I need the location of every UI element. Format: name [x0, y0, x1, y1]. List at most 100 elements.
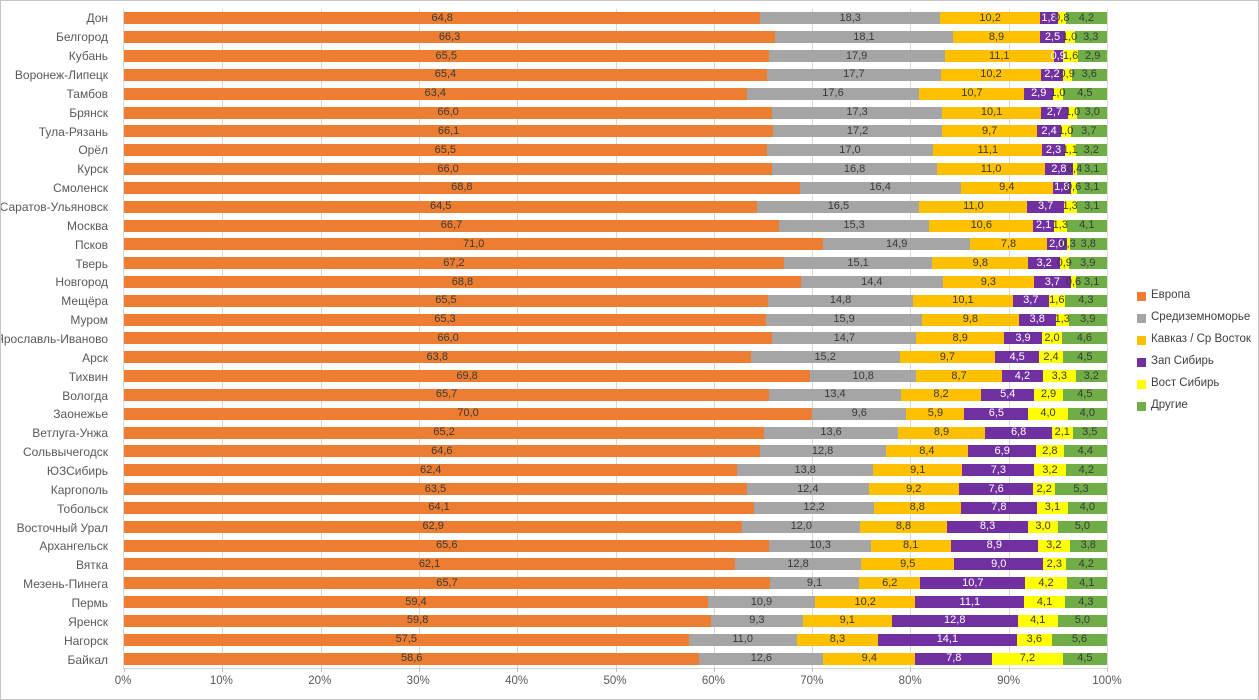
- segment-value-label: 18,1: [853, 30, 875, 43]
- segment-value-label: 8,8: [909, 501, 925, 514]
- segment-value-label: 9,8: [972, 256, 988, 269]
- bar-segment: 1,3: [1055, 313, 1070, 326]
- bar-segment: 66,0: [124, 162, 773, 176]
- bar-segment: 4,4: [1063, 445, 1107, 458]
- bar-segment: 3,2: [1034, 464, 1066, 477]
- bar-segment: 0,9: [1060, 68, 1075, 81]
- bar-segment: 1,3: [1052, 219, 1068, 232]
- bar-segment: 10,2: [940, 68, 1042, 81]
- segment-value-label: 1,8: [1041, 11, 1057, 24]
- segment-value-label: 12,6: [750, 652, 773, 665]
- bar-segment: 9,1: [873, 464, 963, 477]
- segment-value-label: 4,2: [1078, 11, 1094, 24]
- bar-segment: 71,0: [124, 238, 824, 251]
- segment-value-label: 68,8: [451, 275, 474, 288]
- bar-segment: 63,4: [124, 87, 747, 100]
- chart-row: 63,4 17,6 10,7 2,9 1,0 4,5: [124, 84, 1107, 103]
- segment-value-label: 12,8: [944, 614, 966, 627]
- bar-track: 65,7 9,1 6,2 10,7 4,2 4,1: [124, 577, 1107, 590]
- chart-row: 65,5 17,9 11,1 0,9 1,6 2,9: [124, 47, 1107, 66]
- chart-row: 66,1 17,2 9,7 2,4 1,0 3,7: [124, 122, 1107, 141]
- bar-segment: 66,1: [124, 125, 774, 138]
- bar-segment: 4,3: [1064, 294, 1107, 307]
- bar-segment: 63,8: [124, 351, 751, 364]
- chart-row: 68,8 14,4 9,3 3,7 0,6 3,1: [124, 273, 1107, 292]
- bar-segment: 11,1: [915, 596, 1025, 609]
- segment-value-label: 9,7: [939, 350, 956, 363]
- bar-segment: 9,1: [769, 577, 860, 590]
- category-label: Брянск: [69, 105, 108, 120]
- bar-segment: 4,1: [1024, 596, 1065, 609]
- category-label: Саратов-Ульяновск: [0, 200, 108, 215]
- bar-segment: 0,4: [1067, 163, 1082, 176]
- bar-track: 69,8 10,8 8,7 4,2 3,3 3,2: [124, 370, 1107, 383]
- bar-track: 66,0 17,3 10,1 2,7 1,0 3,0: [124, 106, 1107, 119]
- segment-value-label: 3,7: [1037, 200, 1054, 213]
- segment-value-label: 3,2: [1046, 539, 1062, 552]
- segment-value-label: 3,6: [1081, 68, 1097, 81]
- segment-value-label: 2,1: [1054, 426, 1070, 439]
- segment-value-label: 3,9: [1080, 256, 1096, 269]
- bar-track: 59,8 9,3 9,1 12,8 4,1 5,0: [124, 614, 1107, 627]
- segment-value-label: 66,0: [437, 162, 459, 175]
- bar-segment: 12,8: [735, 558, 861, 571]
- bar-track: 63,4 17,6 10,7 2,9 1,0 4,5: [124, 87, 1107, 100]
- segment-value-label: 9,4: [861, 652, 877, 665]
- segment-value-label: 4,5: [1077, 388, 1093, 401]
- segment-value-label: 3,6: [1026, 633, 1042, 646]
- bar-segment: 7,8: [915, 652, 993, 665]
- segment-value-label: 4,5: [1077, 350, 1093, 363]
- bar-track: 58,6 12,6 9,4 7,8 7,2 4,5: [124, 652, 1107, 665]
- bar-segment: 5,0: [1057, 520, 1107, 533]
- segment-value-label: 67,2: [443, 256, 465, 269]
- bar-track: 65,2 13,6 8,9 6,8 2,1 3,5: [124, 426, 1107, 439]
- bar-segment: 59,4: [124, 596, 708, 609]
- category-label: Заонежье: [53, 407, 108, 422]
- bar-segment: 9,4: [960, 181, 1053, 194]
- bar-segment: 1,8: [1052, 181, 1071, 194]
- chart-row: 65,3 15,9 9,8 3,8 1,3 3,9: [124, 310, 1107, 329]
- bar-segment: 7,8: [970, 238, 1047, 251]
- segment-value-label: 3,2: [1036, 256, 1052, 269]
- category-label: Муром: [70, 313, 108, 328]
- segment-value-label: 4,5: [1077, 652, 1093, 665]
- category-label: Вологда: [62, 388, 108, 403]
- bar-segment: 1,6: [1048, 294, 1065, 307]
- segment-value-label: 70,0: [457, 407, 479, 420]
- chart-row: 70,0 9,6 5,9 6,5 4,0 4,0: [124, 404, 1107, 423]
- bar-segment: 3,1: [1076, 181, 1107, 194]
- chart-row: 62,4 13,8 9,1 7,3 3,2 4,2: [124, 461, 1107, 480]
- chart-row: 63,8 15,2 9,7 4,5 2,4 4,5: [124, 348, 1107, 367]
- legend-item: Зап Сибирь: [1137, 351, 1251, 373]
- axis-tick-mark: [1008, 668, 1010, 672]
- bar-segment: 10,7: [920, 577, 1026, 590]
- bar-segment: 4,5: [1062, 652, 1107, 665]
- segment-value-label: 3,2: [1083, 143, 1099, 156]
- bar-segment: 17,3: [772, 106, 942, 119]
- segment-value-label: 9,4: [999, 181, 1015, 194]
- bar-segment: 3,7: [1027, 200, 1064, 213]
- bar-segment: 6,2: [859, 577, 921, 590]
- segment-value-label: 3,7: [1081, 124, 1097, 137]
- segment-value-label: 5,6: [1071, 633, 1088, 646]
- bar-segment: 12,2: [754, 501, 875, 514]
- segment-value-label: 5,9: [927, 407, 944, 420]
- segment-value-label: 3,9: [1015, 331, 1031, 344]
- segment-value-label: 4,2: [1078, 463, 1094, 476]
- bar-track: 65,3 15,9 9,8 3,8 1,3 3,9: [124, 313, 1107, 326]
- segment-value-label: 2,9: [1085, 49, 1101, 62]
- bar-segment: 16,5: [757, 200, 920, 213]
- bar-track: 65,5 17,9 11,1 0,9 1,6 2,9: [124, 49, 1107, 63]
- segment-value-label: 1,3: [1052, 219, 1068, 232]
- bar-segment: 8,9: [916, 332, 1004, 345]
- legend-color-swatch-icon: [1137, 313, 1146, 323]
- segment-value-label: 65,7: [435, 388, 458, 401]
- bar-segment: 10,1: [942, 106, 1042, 119]
- segment-value-label: 9,3: [749, 614, 765, 627]
- chart-row: 65,7 9,1 6,2 10,7 4,2 4,1: [124, 574, 1107, 593]
- bar-segment: 4,2: [1065, 463, 1107, 477]
- segment-value-label: 16,4: [869, 181, 891, 194]
- segment-value-label: 17,6: [822, 87, 844, 100]
- bar-segment: 9,7: [899, 350, 996, 364]
- category-label: Новгород: [55, 275, 108, 290]
